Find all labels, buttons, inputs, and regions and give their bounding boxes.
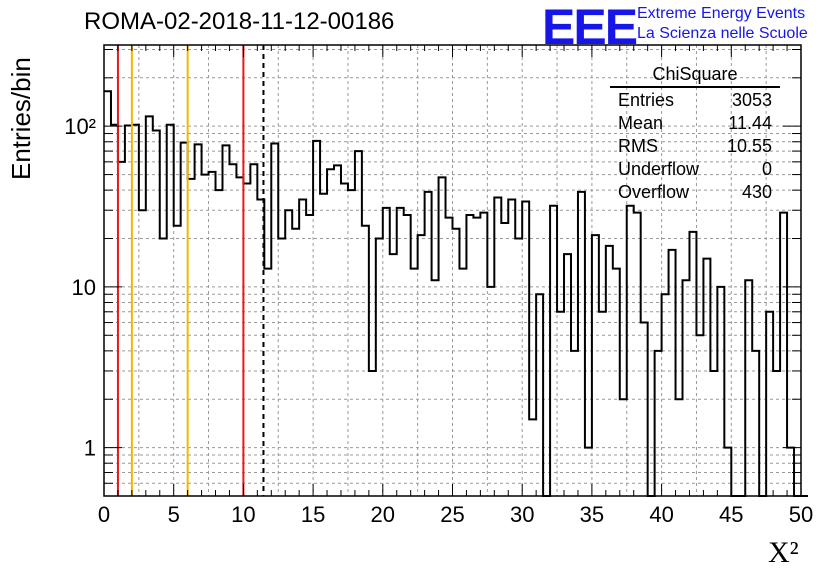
x-tick-label: 15 bbox=[301, 502, 325, 527]
y-tick-label: 10² bbox=[64, 114, 96, 139]
x-tick-label: 35 bbox=[580, 502, 604, 527]
stats-label: Underflow bbox=[618, 159, 700, 179]
x-tick-label: 30 bbox=[510, 502, 534, 527]
logo-mark: EEE bbox=[542, 0, 638, 55]
stats-row-entries: Entries 3053 bbox=[610, 90, 780, 113]
stats-value: 0 bbox=[761, 159, 772, 179]
x-tick-label: 25 bbox=[440, 502, 464, 527]
logo-line-1: Extreme Energy Events bbox=[637, 5, 806, 22]
y-tick-label: 10 bbox=[72, 275, 96, 300]
stats-value: 3053 bbox=[731, 90, 772, 110]
stats-row-underflow: Underflow 0 bbox=[610, 159, 780, 182]
x-axis-label: X² bbox=[768, 536, 799, 569]
x-tick-label: 10 bbox=[231, 502, 255, 527]
stats-value: 430 bbox=[741, 182, 772, 202]
stats-value: 11.44 bbox=[728, 113, 772, 133]
x-tick-label: 20 bbox=[371, 502, 395, 527]
y-tick-label: 1 bbox=[84, 436, 96, 461]
stats-box: ChiSquare Entries 3053 Mean 11.44 RMS 10… bbox=[610, 64, 780, 205]
histogram-series bbox=[104, 90, 808, 497]
stats-label: Entries bbox=[618, 90, 675, 110]
stats-row-rms: RMS 10.55 bbox=[610, 136, 780, 159]
stats-label: RMS bbox=[618, 136, 658, 156]
stats-row-mean: Mean 11.44 bbox=[610, 113, 780, 136]
stats-label: Overflow bbox=[618, 182, 690, 202]
logo-line-2: La Scienza nelle Scuole bbox=[637, 25, 808, 42]
x-tick-label: 0 bbox=[98, 502, 110, 527]
stats-value: 10.55 bbox=[726, 136, 772, 156]
stats-row-overflow: Overflow 430 bbox=[610, 182, 780, 205]
stats-title: ChiSquare bbox=[610, 64, 780, 88]
x-tick-label: 45 bbox=[719, 502, 743, 527]
stats-label: Mean bbox=[618, 113, 664, 133]
x-tick-label: 50 bbox=[789, 502, 813, 527]
chart-title: ROMA-02-2018-11-12-00186 bbox=[84, 8, 395, 35]
x-tick-label: 5 bbox=[168, 502, 180, 527]
x-tick-label: 40 bbox=[649, 502, 673, 527]
y-axis-label: Entries/bin bbox=[6, 57, 36, 180]
